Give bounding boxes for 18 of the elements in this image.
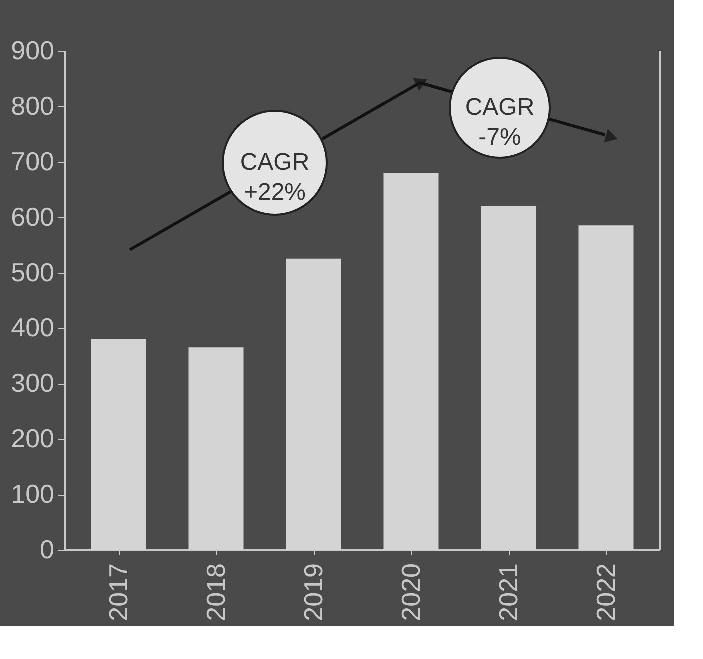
annotation: CAGR -7% [465,94,535,151]
y-tick-label: 200 [11,424,54,454]
y-tick-label: 0 [40,534,54,564]
y-tick-label: 500 [11,257,54,288]
x-tick-label: 2021 [493,564,524,622]
y-tick-label: 100 [11,479,54,510]
y-tick-label: 900 [11,36,54,66]
x-tick-label: 2022 [590,564,621,622]
y-tick-label: 600 [11,202,54,232]
x-tick-label: 2018 [200,564,231,622]
x-tick-label: 2020 [396,564,426,622]
x-tick-label: 2017 [103,564,134,622]
y-tick-label: 300 [11,368,54,398]
annotation: CAGR +22% [240,149,310,206]
y-tick-label: 800 [11,90,54,121]
x-tick-label: 2019 [298,564,328,622]
y-tick-label: 400 [11,312,54,343]
y-tick-label: 700 [11,146,54,176]
